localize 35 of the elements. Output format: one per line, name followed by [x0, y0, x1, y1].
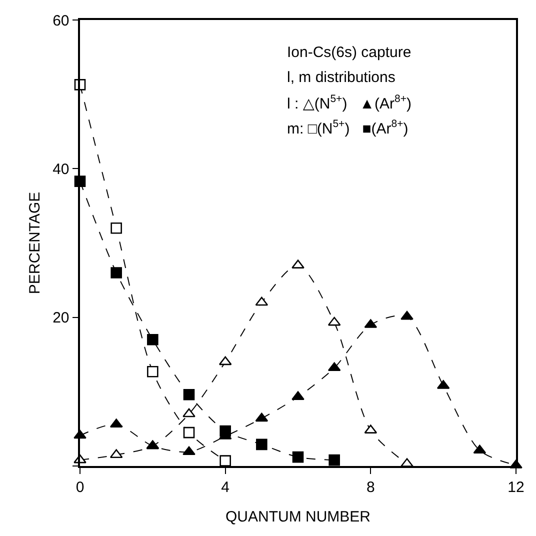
point	[256, 438, 268, 450]
point	[255, 412, 268, 422]
point	[328, 316, 341, 326]
point	[147, 334, 158, 346]
point	[218, 356, 232, 366]
point	[328, 454, 340, 466]
x-tick-label: 12	[508, 478, 524, 496]
point	[110, 418, 123, 428]
point	[182, 408, 196, 418]
point	[255, 296, 268, 306]
annotation: l : △(N$^{5+}$) ▲(Ar$^{8+}$)	[287, 93, 412, 112]
point	[220, 425, 231, 437]
point	[183, 388, 195, 400]
annotation: m: □(N$^{5+}$) ■(Ar$^{8+}$)	[287, 118, 408, 138]
point	[110, 222, 122, 234]
annotation: Ion-Cs(6s) capture	[287, 44, 412, 61]
x-tick-label: 8	[366, 478, 375, 496]
y-tick-label: 60	[52, 12, 70, 30]
annotation: l, m distributions	[287, 69, 396, 86]
point	[328, 362, 341, 372]
point	[220, 455, 231, 466]
y-tick-label: 40	[52, 160, 70, 178]
point	[400, 310, 414, 320]
x-axis-title: QUANTUM NUMBER	[226, 508, 371, 526]
y-axis-title: PERCENTAGE	[26, 192, 44, 294]
point	[473, 444, 486, 454]
point	[147, 366, 158, 378]
x-tick-label: 0	[76, 478, 84, 496]
point	[110, 267, 122, 278]
point	[182, 446, 196, 456]
x-tick-label: 4	[221, 478, 230, 496]
point	[292, 391, 304, 400]
point	[183, 426, 195, 438]
point	[292, 451, 304, 463]
y-tick-label: 20	[52, 310, 70, 327]
